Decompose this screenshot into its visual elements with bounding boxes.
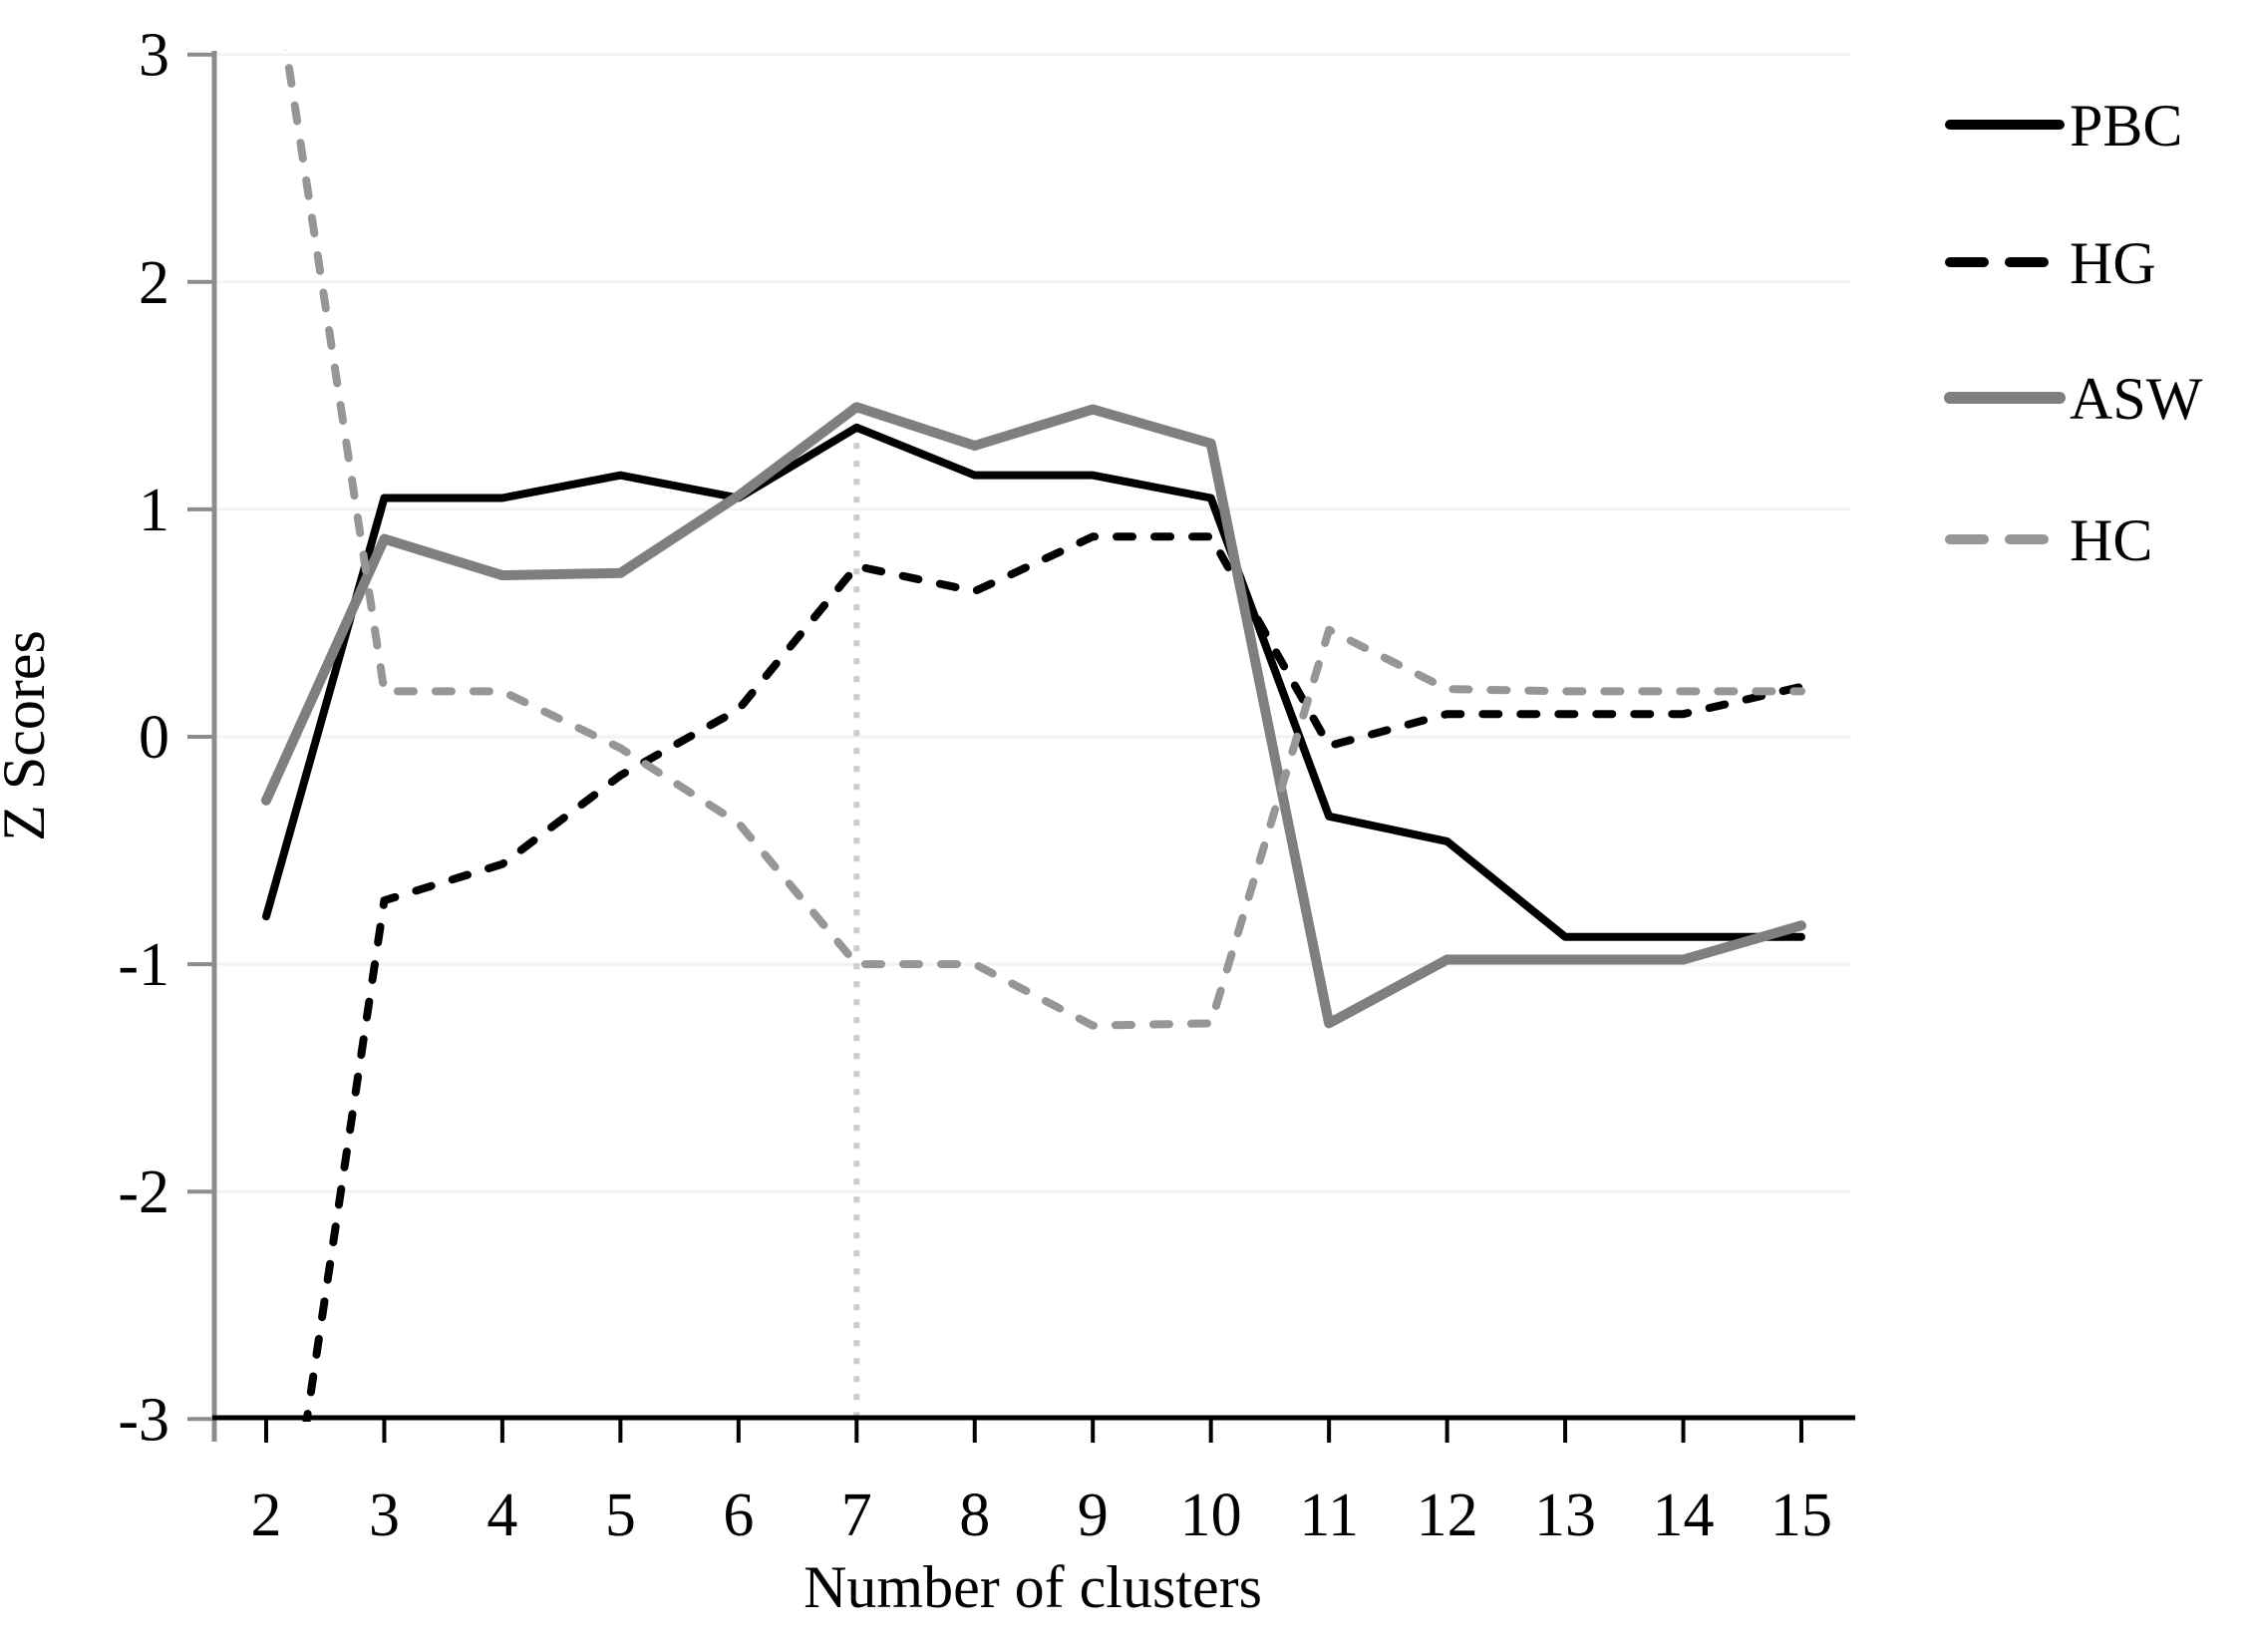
x-tick-label: 11 <box>1299 1482 1359 1549</box>
series-line-asw <box>261 402 1806 1029</box>
y-tick-label: -3 <box>118 1386 169 1454</box>
y-tick-label: 3 <box>139 22 169 90</box>
legend-label-hg: HG <box>2070 230 2156 296</box>
legend-item-hc: HC <box>1945 507 2152 573</box>
y-axis-title: Z Scores <box>0 630 57 841</box>
series-line-hg <box>302 532 1805 1422</box>
y-tick-label: -2 <box>118 1158 169 1226</box>
x-tick-label: 9 <box>1078 1482 1109 1549</box>
x-tick-label: 3 <box>369 1482 400 1549</box>
legend-item-asw: ASW <box>1944 366 2203 432</box>
y-tick-label: 2 <box>139 249 169 317</box>
legend-label-asw: ASW <box>2070 366 2203 432</box>
legend-label-pbc: PBC <box>2070 93 2182 159</box>
series-line-hc <box>282 50 1805 1030</box>
x-tick-label: 12 <box>1417 1482 1478 1549</box>
x-tick-label: 5 <box>605 1482 636 1549</box>
axes <box>187 51 1855 1443</box>
y-tick-label: 1 <box>139 477 169 544</box>
x-tick-label: 14 <box>1653 1482 1715 1549</box>
x-tick-label: 13 <box>1534 1482 1596 1549</box>
series-line-pbc <box>262 423 1805 941</box>
legend-label-hc: HC <box>2070 507 2152 573</box>
y-tick-label: -1 <box>118 931 169 999</box>
x-tick-label: 8 <box>959 1482 990 1549</box>
x-tick-label: 6 <box>723 1482 754 1549</box>
x-tick-label: 4 <box>486 1482 517 1549</box>
series-layer <box>261 50 1806 1422</box>
legend: PBC HG ASW HC <box>1944 93 2203 573</box>
gridlines <box>214 53 1851 1193</box>
y-tick-label: 0 <box>139 704 169 772</box>
x-axis-title: Number of clusters <box>803 1554 1262 1620</box>
x-tick-label: 2 <box>251 1482 282 1549</box>
x-tick-label: 15 <box>1770 1482 1832 1549</box>
x-tick-label: 7 <box>841 1482 872 1549</box>
legend-item-pbc: PBC <box>1945 93 2182 159</box>
legend-item-hg: HG <box>1945 230 2156 296</box>
x-tick-label: 10 <box>1180 1482 1242 1549</box>
